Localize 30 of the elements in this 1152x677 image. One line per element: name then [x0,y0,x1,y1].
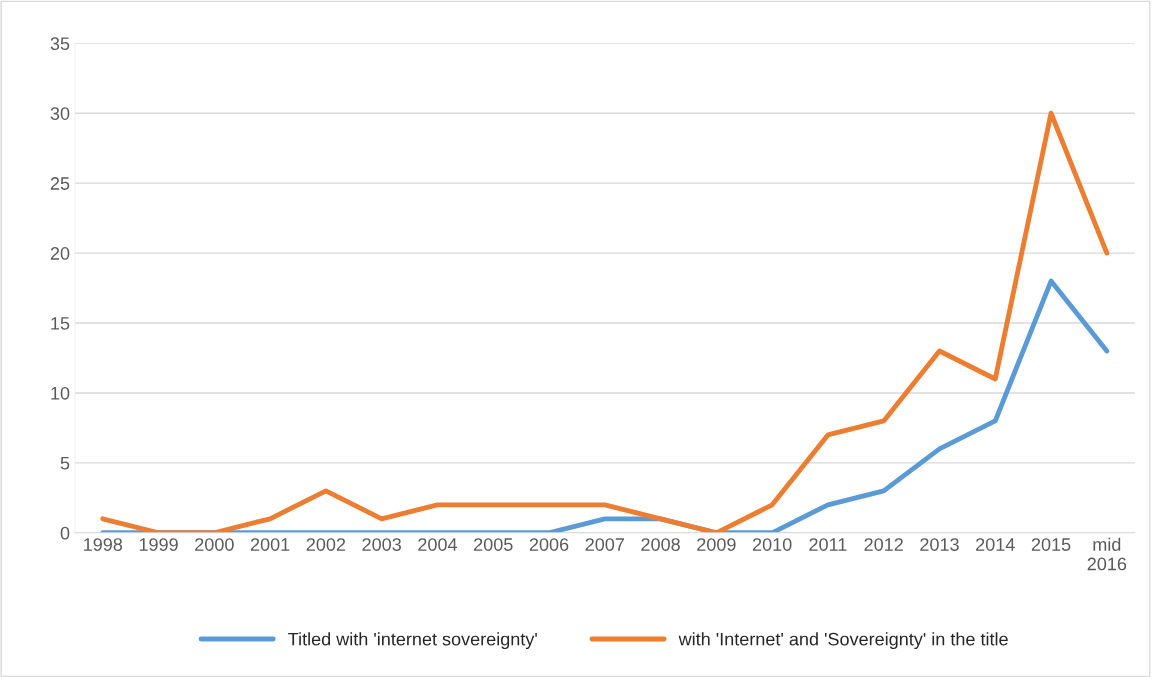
legend-label: Titled with 'internet sovereignty' [288,632,537,650]
x-tick-label: mid 2016 [1087,537,1127,571]
y-tick-label: 15 [51,317,70,330]
x-tick-label: 2003 [362,538,401,551]
x-tick-label: 2001 [250,538,290,551]
x-tick-label: 2005 [474,538,513,551]
y-tick-label: 30 [50,107,70,120]
y-tick-label: 35 [50,37,70,51]
x-tick-label: 2010 [752,538,792,551]
x-tick-label: 2002 [306,538,346,551]
legend-label: with 'Internet' and 'Sovereignty' in the title [678,632,1008,650]
x-tick-label: 2012 [864,538,903,551]
x-tick-label: 1999 [139,538,178,551]
x-tick-label: 2006 [529,538,569,551]
y-tick-label: 10 [51,386,70,400]
y-tick-label: 0 [60,526,70,540]
x-tick-label: 2014 [976,538,1015,551]
line-series [100,110,1110,533]
x-tick-label: 2011 [809,538,847,551]
y-tick-label: 5 [60,457,70,470]
y-tick-label: 20 [50,247,70,260]
x-tick-label: 2015 [1031,538,1071,551]
x-tick-label: 2000 [195,538,234,551]
x-tick-label: 2004 [418,538,458,551]
x-tick-label: 1998 [84,538,123,551]
x-tick-label: 2013 [920,538,959,551]
x-tick-label: 2007 [585,538,624,551]
y-tick-label: 25 [50,177,70,190]
x-tick-label: 2008 [641,538,680,551]
x-tick-label: 2009 [697,538,736,551]
